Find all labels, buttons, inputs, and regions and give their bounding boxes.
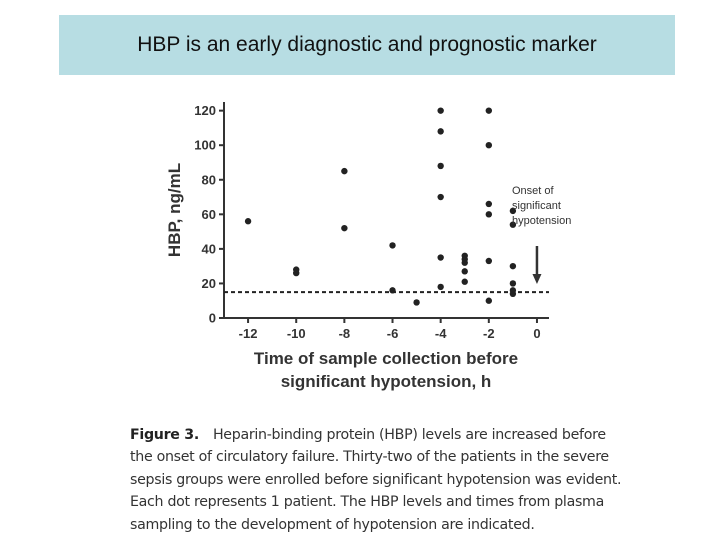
data-point	[437, 162, 444, 170]
data-point	[509, 280, 517, 287]
data-point	[293, 266, 300, 273]
y-axis-title: HBP, ng/mL	[165, 163, 184, 257]
data-point	[437, 254, 444, 261]
title-banner: HBP is an early diagnostic and prognosti…	[59, 15, 675, 75]
data-point	[509, 262, 517, 270]
data-point	[485, 107, 493, 114]
data-point	[437, 128, 444, 135]
data-point	[485, 211, 493, 218]
y-tick-label: 120	[194, 103, 216, 118]
data-point	[485, 257, 493, 265]
y-tick-label: 40	[202, 241, 216, 256]
y-tick-label: 80	[202, 172, 216, 187]
x-axis-title: significant hypotension, h	[281, 372, 492, 391]
data-point	[244, 218, 252, 225]
slide-title: HBP is an early diagnostic and prognosti…	[137, 33, 597, 56]
data-point	[485, 142, 493, 149]
hbp-scatter-chart: 0 20 40 60 80 100 120 -12 -10 -8 -6 -4 -2 0 HBP, ng/mL…	[165, 102, 571, 391]
annotation-arrow-head	[532, 274, 542, 284]
data-point	[461, 278, 468, 285]
data-point	[485, 297, 493, 304]
data-point	[437, 283, 444, 291]
y-tick-label: 20	[202, 276, 216, 291]
x-tick-label: -4	[435, 326, 447, 341]
annotation-text: hypotension	[512, 215, 571, 227]
data-point	[509, 207, 517, 215]
x-tick-label: -8	[339, 326, 351, 341]
y-tick-label: 100	[194, 138, 216, 153]
x-tick-label: -6	[387, 326, 399, 341]
data-point	[413, 299, 420, 306]
annotation-text: significant	[512, 200, 561, 212]
data-point	[461, 259, 468, 266]
x-tick-label: -10	[287, 326, 306, 341]
data-point	[389, 287, 396, 294]
data-point	[509, 290, 517, 298]
data-point	[485, 200, 493, 208]
x-tick-label: 0	[533, 326, 540, 341]
x-axis-title: Time of sample collection before	[254, 349, 518, 368]
data-point	[461, 268, 468, 275]
y-tick-label: 60	[202, 207, 216, 222]
annotation-text: Onset of	[512, 185, 555, 197]
figure-label: Figure 3.	[130, 427, 199, 443]
y-tick-label: 0	[209, 311, 216, 326]
data-point	[437, 107, 444, 114]
data-point	[509, 221, 517, 228]
x-tick-label: -2	[483, 326, 495, 341]
x-tick-label: -12	[239, 326, 258, 341]
figure-caption: Figure 3. Heparin-binding protein (HBP) l…	[130, 424, 630, 536]
data-point	[341, 167, 348, 175]
data-point	[341, 224, 348, 232]
data-point	[389, 242, 396, 249]
data-point	[437, 193, 444, 201]
caption-text: Heparin-binding protein (HBP) levels are…	[130, 427, 622, 533]
